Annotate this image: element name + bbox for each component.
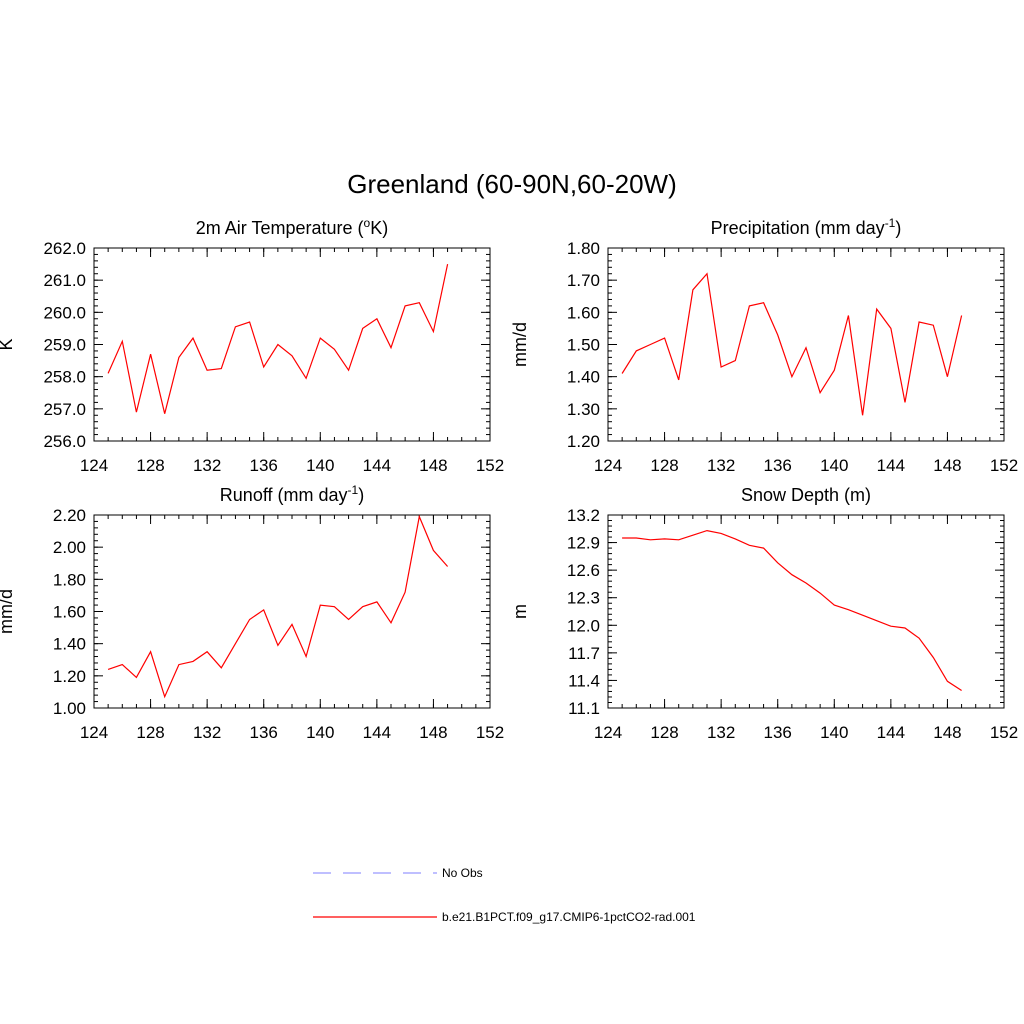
x-tick-label: 144 — [877, 456, 905, 475]
y-tick-label: 12.9 — [567, 534, 600, 553]
x-tick-label: 124 — [80, 456, 108, 475]
y-tick-label: 11.1 — [568, 699, 600, 718]
panel-title: Precipitation (mm day-1) — [711, 216, 902, 238]
legend-label-2: b.e21.B1PCT.f09_g17.CMIP6-1pctCO2-rad.00… — [442, 910, 696, 924]
y-tick-label: 1.80 — [567, 239, 600, 258]
x-tick-label: 148 — [419, 456, 447, 475]
y-tick-label: 258.0 — [43, 368, 86, 387]
x-tick-label: 128 — [650, 723, 678, 742]
x-tick-label: 152 — [990, 456, 1018, 475]
chart-panel-4: Snow Depth (m) m 124 128 132 136 140 144 148 152 1… — [510, 485, 1018, 742]
y-tick-label: 257.0 — [43, 400, 86, 419]
y-tick-label: 1.50 — [567, 336, 600, 355]
y-tick-label: 13.2 — [567, 506, 600, 525]
x-tick-label: 132 — [707, 723, 735, 742]
x-tick-label: 140 — [306, 456, 334, 475]
y-tick-label: 11.4 — [568, 671, 600, 690]
x-tick-label: 148 — [419, 723, 447, 742]
chart-panel-1: 2m Air Temperature (oK) K 124 128 132 136 140 1… — [0, 216, 504, 475]
plot-frame — [93, 247, 491, 442]
x-tick-label: 124 — [594, 723, 622, 742]
y-tick-label: 1.40 — [53, 635, 86, 654]
x-tick-label: 136 — [764, 456, 792, 475]
axis-ticks — [93, 514, 491, 709]
y-tick-label: 259.0 — [43, 336, 86, 355]
legend: No Obs b.e21.B1PCT.f09_g17.CMIP6-1pctCO2-… — [313, 866, 696, 924]
y-axis-label: mm/d — [0, 589, 16, 634]
y-tick-label: 1.30 — [567, 400, 600, 419]
y-tick-label: 1.20 — [53, 667, 86, 686]
y-tick-label: 12.3 — [567, 589, 600, 608]
x-tick-label: 144 — [363, 456, 391, 475]
x-tick-label: 128 — [136, 723, 164, 742]
plot-frame — [607, 514, 1005, 709]
y-tick-label: 1.00 — [53, 699, 86, 718]
series-line-1 — [621, 272, 963, 416]
plot-frame — [607, 247, 1005, 442]
x-tick-label: 140 — [820, 456, 848, 475]
x-tick-label: 128 — [136, 456, 164, 475]
series-line-1 — [107, 263, 449, 414]
panel-title: Runoff (mm day-1) — [220, 483, 364, 505]
y-tick-label: 262.0 — [43, 239, 86, 258]
y-axis-label: K — [0, 338, 16, 350]
axis-ticks — [93, 247, 491, 442]
axis-ticks — [607, 514, 1005, 709]
legend-label-1: No Obs — [442, 866, 483, 880]
axis-ticks — [607, 247, 1005, 442]
x-tick-label: 152 — [476, 723, 504, 742]
x-tick-label: 148 — [933, 456, 961, 475]
y-tick-label: 11.7 — [568, 644, 600, 663]
y-tick-label: 1.60 — [567, 303, 600, 322]
chart-panels: 2m Air Temperature (oK) K 124 128 132 136 140 1… — [0, 216, 1018, 742]
y-tick-label: 256.0 — [43, 432, 86, 451]
x-tick-label: 148 — [933, 723, 961, 742]
x-tick-label: 144 — [877, 723, 905, 742]
x-tick-label: 124 — [594, 456, 622, 475]
y-tick-label: 1.70 — [567, 271, 600, 290]
chart-panel-2: Precipitation (mm day-1) mm/d 124 128 132 136… — [510, 216, 1018, 475]
x-tick-label: 132 — [193, 723, 221, 742]
y-tick-label: 1.20 — [567, 432, 600, 451]
y-tick-label: 2.00 — [53, 538, 86, 557]
y-tick-label: 12.6 — [567, 561, 600, 580]
figure-title: Greenland (60-90N,60-20W) — [347, 169, 677, 199]
x-tick-label: 152 — [476, 456, 504, 475]
x-tick-label: 128 — [650, 456, 678, 475]
x-tick-label: 124 — [80, 723, 108, 742]
y-axis-label: mm/d — [510, 322, 530, 367]
x-tick-label: 140 — [820, 723, 848, 742]
y-tick-label: 1.40 — [567, 368, 600, 387]
y-tick-label: 12.0 — [567, 616, 600, 635]
y-tick-label: 1.60 — [53, 603, 86, 622]
y-axis-label: m — [510, 604, 530, 619]
y-tick-label: 1.80 — [53, 570, 86, 589]
series-line-1 — [622, 529, 962, 692]
x-tick-label: 144 — [363, 723, 391, 742]
chart-panel-3: Runoff (mm day-1) mm/d 124 128 132 136 140 144 1… — [0, 483, 504, 742]
y-tick-label: 2.20 — [53, 506, 86, 525]
y-tick-label: 260.0 — [43, 303, 86, 322]
panel-title: Snow Depth (m) — [741, 485, 871, 505]
x-tick-label: 152 — [990, 723, 1018, 742]
x-tick-label: 136 — [764, 723, 792, 742]
x-tick-label: 136 — [250, 456, 278, 475]
x-tick-label: 140 — [306, 723, 334, 742]
y-tick-label: 261.0 — [43, 271, 86, 290]
panel-title: 2m Air Temperature (oK) — [196, 216, 388, 238]
x-tick-label: 132 — [193, 456, 221, 475]
x-tick-label: 132 — [707, 456, 735, 475]
x-tick-label: 136 — [250, 723, 278, 742]
series-line-1 — [107, 514, 449, 699]
